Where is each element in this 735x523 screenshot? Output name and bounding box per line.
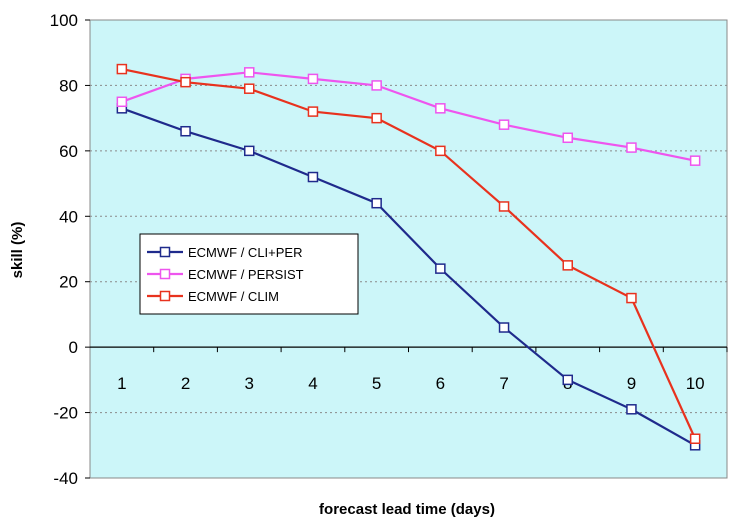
legend-entry: ECMWF / PERSIST: [147, 267, 304, 282]
y-axis-ticks: -40 -20 0 20 40 60 80 100: [50, 11, 90, 488]
data-point-marker: [307, 73, 319, 85]
data-point-marker: [435, 263, 446, 274]
y-tick-label: 40: [59, 207, 78, 226]
legend-entry: ECMWF / CLIM: [147, 289, 279, 304]
data-point-marker: [562, 132, 573, 144]
legend-swatch-marker: [159, 246, 171, 258]
data-point-marker: [307, 171, 319, 183]
data-point-marker: [116, 63, 128, 75]
data-point-marker: [371, 197, 382, 209]
legend-swatch-marker: [159, 290, 171, 302]
series-line: [121, 71, 696, 162]
data-point-marker: [498, 201, 510, 212]
y-tick-label: 80: [59, 76, 78, 95]
y-tick-label: -40: [53, 469, 78, 488]
data-point-marker: [371, 80, 382, 91]
data-point-marker: [689, 155, 701, 166]
legend-label: ECMWF / CLIM: [188, 289, 279, 304]
x-tick-label: 6: [436, 374, 445, 393]
data-point-marker: [435, 103, 446, 114]
x-tick-label: 7: [499, 374, 508, 393]
x-axis-label: forecast lead time (days): [319, 501, 495, 518]
data-point-marker: [562, 260, 573, 271]
legend-entry: ECMWF / CLI+PER: [147, 245, 303, 260]
x-tick-label: 3: [245, 374, 254, 393]
series-3: [116, 63, 701, 444]
data-point-marker: [244, 145, 255, 157]
x-tick-label: 9: [627, 374, 636, 393]
legend-swatch-marker: [159, 268, 171, 280]
data-point-marker: [116, 96, 128, 108]
x-tick-label: 1: [117, 374, 126, 393]
y-tick-label: 60: [59, 142, 78, 161]
legend-label: ECMWF / PERSIST: [188, 267, 304, 282]
data-point-marker: [180, 76, 191, 88]
data-point-marker: [626, 292, 637, 304]
series-group: [116, 63, 701, 451]
x-tick-label: 4: [308, 374, 317, 393]
data-point-marker: [307, 106, 319, 117]
data-point-marker: [626, 404, 637, 415]
legend: ECMWF / CLI+PER ECMWF / PERSIST ECMWF / CL…: [139, 233, 359, 315]
y-tick-label: 20: [59, 273, 78, 292]
series-line: [121, 107, 696, 447]
data-point-marker: [498, 119, 510, 130]
data-point-marker: [371, 112, 382, 124]
y-tick-label: 0: [69, 338, 78, 357]
legend-label: ECMWF / CLI+PER: [188, 245, 303, 260]
x-tick-label: 2: [181, 374, 190, 393]
y-tick-label: 100: [50, 11, 78, 30]
y-axis-label: skill (%): [9, 222, 26, 279]
y-tick-label: -20: [53, 404, 78, 423]
data-point-marker: [689, 433, 701, 444]
data-point-marker: [562, 374, 573, 386]
x-tick-label: 10: [686, 374, 705, 393]
data-point-marker: [244, 67, 255, 78]
data-point-marker: [498, 322, 510, 333]
data-point-marker: [180, 125, 191, 137]
x-tick-label: 5: [372, 374, 381, 393]
data-point-marker: [435, 145, 446, 157]
series-1: [116, 103, 701, 451]
data-point-marker: [244, 83, 255, 94]
series-line: [121, 67, 697, 440]
data-point-marker: [626, 142, 637, 153]
